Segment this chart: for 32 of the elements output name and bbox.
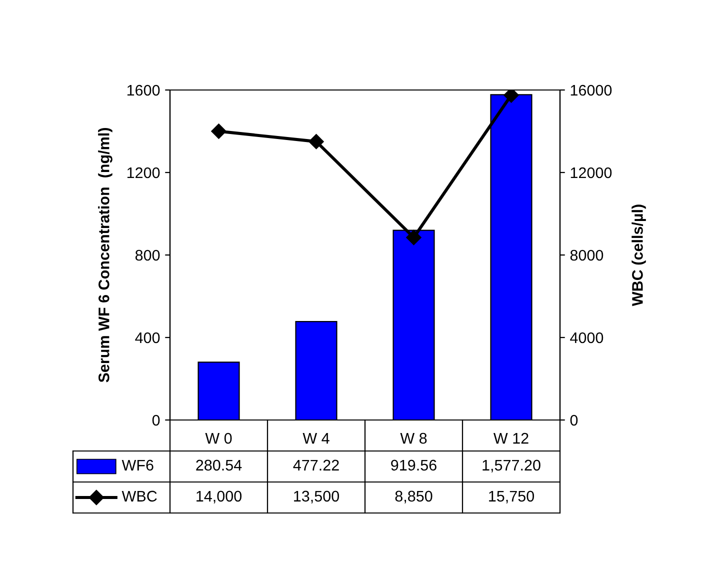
data-label: 1,577.20 [482,460,540,472]
y-axis-title: Serum WF 6 Concentration (ng/ml) [98,128,112,382]
point [308,134,324,150]
data-label: 280.54 [196,460,242,471]
x-tick-label: W 4 [302,433,330,444]
y-tick-label: 1200 [127,167,160,178]
legend-label: WBC [122,490,157,502]
bar [198,362,240,420]
x-tick-label: W 8 [400,432,427,444]
point [406,230,422,246]
y2-tick-label: 4000 [570,332,604,344]
y2-axis-title: WBC (cells/µl) [632,204,646,306]
x-tick-label: W 0 [205,432,232,444]
point [504,90,519,103]
legend-label: WF6 [122,460,154,471]
data-label: 919.56 [391,460,436,471]
y2-tick-label: 12000 [570,167,612,178]
data-label: 477.22 [293,460,339,470]
y2-tick-label: 16000 [570,84,612,96]
bar [295,321,338,420]
y-tick-label: 800 [135,250,160,261]
point [211,124,226,139]
data-label: 13,500 [294,490,340,504]
y-tick-label: 0 [152,414,160,426]
data-label: 14,000 [196,490,242,504]
y-tick-label: 1600 [127,84,160,96]
x-tick-label: W 12 [493,432,528,444]
y2-tick-label: 0 [570,414,578,426]
y-tick-label: 400 [135,332,160,344]
data-label: 8,850 [395,490,432,504]
y2-tick-label: 8000 [570,250,604,261]
data-label: 15,750 [489,490,534,504]
